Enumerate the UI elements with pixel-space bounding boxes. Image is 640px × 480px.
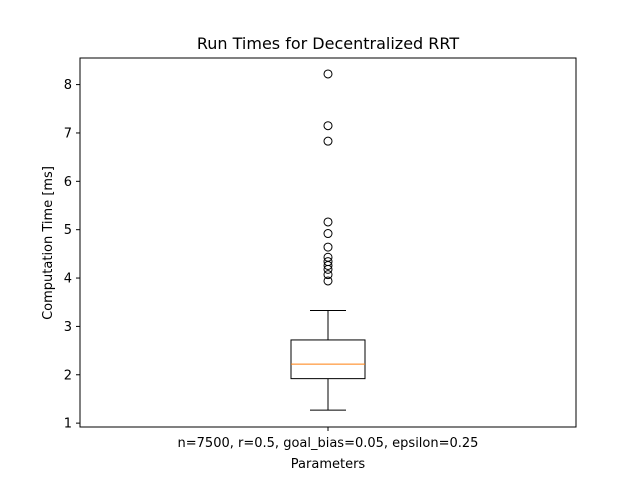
outlier-point <box>323 136 333 146</box>
outlier-point <box>323 229 333 239</box>
y-tick-label: 7 <box>64 126 72 141</box>
plot-area: 1 2 3 4 5 6 7 8 n=7500, r=0.5, goal_bias=0.05, e… <box>64 57 577 451</box>
outlier-point <box>323 257 333 267</box>
outlier-point <box>323 69 333 79</box>
y-tick-label: 1 <box>64 417 72 432</box>
y-axis-label: Computation Time [ms] <box>41 166 56 320</box>
outlier-point <box>323 242 333 252</box>
outlier-point <box>323 252 333 262</box>
outlier-point <box>323 276 333 286</box>
outlier-point <box>323 270 333 280</box>
y-tick-label: 6 <box>64 175 72 190</box>
y-tick-label: 4 <box>64 272 72 287</box>
outlier-point <box>323 217 333 227</box>
x-tick-label: n=7500, r=0.5, goal_bias=0.05, epsilon=0… <box>178 436 479 451</box>
y-tick-label: 3 <box>64 320 72 335</box>
y-tick-label: 8 <box>64 78 72 93</box>
y-tick-label: 5 <box>64 223 72 238</box>
chart-title: Run Times for Decentralized RRT <box>197 34 459 53</box>
plot-frame <box>79 57 577 428</box>
x-axis-label: Parameters <box>291 457 366 472</box>
y-tick-label: 2 <box>64 368 72 383</box>
interquartile-box <box>290 339 366 380</box>
outlier-point <box>323 121 333 131</box>
